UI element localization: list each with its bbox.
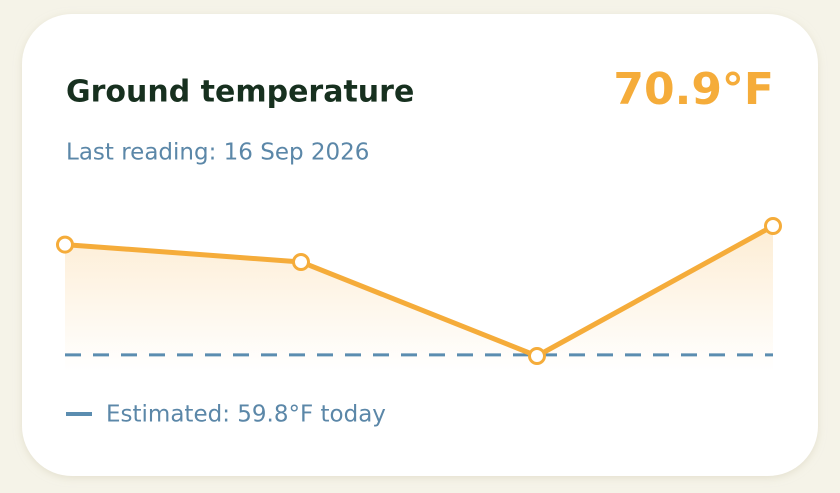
area-fill [65, 226, 773, 372]
data-point [764, 217, 782, 235]
data-point [528, 347, 546, 365]
data-point [56, 235, 74, 254]
subtitle: Last reading: 16 Sep 2026 [66, 140, 369, 166]
legend-label: Estimated: 59.8°F today [106, 402, 386, 428]
current-value: 70.9°F [613, 64, 774, 115]
temperature-line [64, 223, 775, 359]
data-point [292, 252, 310, 271]
sparkline [56, 217, 782, 372]
card-title: Ground temperature [66, 75, 414, 110]
